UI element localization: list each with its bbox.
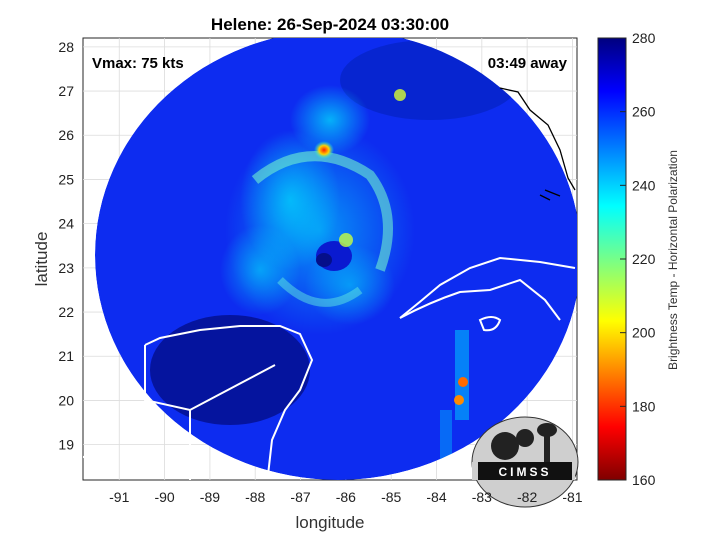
colorbar-tick-label: 160 [632, 472, 656, 488]
y-tick-label: 28 [58, 39, 74, 55]
time-away-annotation: 03:49 away [488, 55, 568, 72]
x-tick-label: -85 [381, 489, 401, 505]
colorbar-tick-label: 260 [632, 104, 656, 120]
y-tick-label: 26 [58, 127, 74, 143]
x-axis-label: longitude [295, 513, 364, 532]
cimss-logo: CIMSS [471, 416, 579, 508]
x-tick-label: -89 [200, 489, 220, 505]
colorbar-ticks: 160 180 200 220 240 260 280 [620, 30, 656, 488]
y-tick-label: 27 [58, 83, 74, 99]
x-tick-label: -81 [562, 489, 582, 505]
x-tick-label: -86 [336, 489, 356, 505]
y-tick-label: 20 [58, 392, 74, 408]
colorbar-tick-label: 200 [632, 325, 656, 341]
y-tick-label: 25 [58, 171, 74, 187]
y-axis-ticks: 19 20 21 22 23 24 25 26 27 28 [58, 39, 74, 453]
colorbar-tick-label: 280 [632, 30, 656, 46]
y-tick-label: 23 [58, 260, 74, 276]
colorbar-tick-label: 180 [632, 398, 656, 414]
x-tick-label: -82 [517, 489, 537, 505]
coastlines [83, 256, 576, 480]
colorbar-tick-label: 240 [632, 177, 656, 193]
y-tick-label: 24 [58, 216, 74, 232]
vmax-annotation: Vmax: 75 kts [92, 55, 184, 72]
colorbar-label: Brightness Temp - Horizontal Polarizatio… [666, 150, 680, 370]
chart-title: Helene: 26-Sep-2024 03:30:00 [211, 15, 449, 34]
y-axis-label: latitude [32, 232, 51, 287]
colorbar-tick-label: 220 [632, 251, 656, 267]
y-tick-label: 19 [58, 437, 74, 453]
x-tick-label: -84 [426, 489, 446, 505]
x-axis-ticks: -91 -90 -89 -88 -87 -86 -85 -84 -83 -82 -81 [109, 489, 583, 505]
coastlines-black [499, 87, 576, 201]
x-tick-label: -83 [472, 489, 492, 505]
x-tick-label: -91 [109, 489, 129, 505]
brightness-temp-field [95, 38, 577, 480]
y-tick-label: 22 [58, 304, 74, 320]
x-tick-label: -90 [154, 489, 174, 505]
cimss-logo-text: CIMSS [498, 465, 551, 479]
x-tick-label: -88 [245, 489, 265, 505]
x-tick-label: -87 [290, 489, 310, 505]
y-tick-label: 21 [58, 348, 74, 364]
